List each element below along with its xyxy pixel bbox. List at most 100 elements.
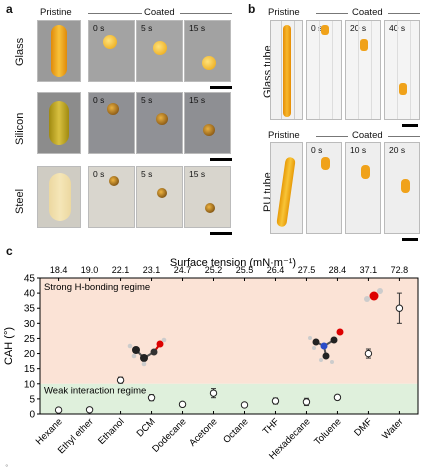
panel-b-line-left-top [316, 13, 348, 14]
panel-b-coated-header: Coated [352, 7, 383, 18]
category-label: Dodecane [150, 416, 188, 454]
data-point [240, 401, 249, 409]
y-tick-label: 5 [29, 394, 35, 405]
photo-steel-pristine [37, 166, 81, 228]
photo-glass-coated-t2: 15 s [184, 20, 231, 82]
silicon-time-1: 5 s [141, 95, 153, 105]
panel-b-pristine-header: Pristine [268, 7, 300, 18]
steel-droplet-t0 [109, 176, 119, 186]
data-point [364, 349, 373, 358]
photo-glass-coated-t0: 0 s [88, 20, 135, 82]
glass-tube-plug-t0 [321, 25, 329, 35]
watermark-text: ⚬ [4, 463, 10, 470]
photo-steel-coated-t1: 5 s [136, 166, 183, 228]
surface-tension-tick-label: 23.1 [143, 265, 161, 275]
water-molecule-icon [364, 288, 383, 302]
panel-c-letter: c [6, 244, 13, 258]
y-tick-label: 30 [24, 319, 36, 330]
weak-interaction-region [40, 383, 418, 414]
panel-b-coated-header-2: Coated [352, 130, 383, 141]
category-label: Ethanol [96, 416, 127, 447]
pu-tube-plug-t0 [321, 157, 330, 170]
glass-time-2: 15 s [189, 23, 206, 33]
surface-tension-tick-label: 25.5 [236, 265, 254, 275]
data-point [395, 304, 404, 312]
steel-droplet-t1 [157, 188, 167, 198]
pu-tube-pristine-liquid [276, 156, 296, 228]
silicon-time-2: 15 s [189, 95, 206, 105]
data-point [116, 376, 125, 384]
dmf-molecule-icon [308, 328, 344, 364]
data-point [271, 397, 280, 405]
data-point [302, 398, 311, 406]
scale-bar-glass [210, 86, 232, 89]
surface-tension-tick-label: 25.2 [205, 265, 223, 275]
pu-tube-plug-t2 [401, 179, 410, 193]
pu-tube-time-2: 20 s [389, 145, 406, 155]
photo-glass-tube-t2: 40 s [384, 20, 420, 120]
pu-tube-time-0: 0 s [311, 145, 323, 155]
photo-silicon-pristine [37, 92, 81, 154]
silicon-droplet-t0 [107, 103, 119, 115]
glass-tube-pristine-liquid [283, 25, 291, 117]
panel-b-line-left-bottom [316, 136, 348, 137]
y-tick-label: 10 [24, 379, 36, 390]
photo-pu-tube-t1: 10 s [345, 142, 381, 234]
silicon-pristine-droplet [49, 101, 69, 145]
data-point [147, 393, 156, 402]
y-tick-label: 35 [24, 304, 36, 315]
pu-tube-plug-t1 [361, 165, 370, 179]
scale-bar-pu-tube [402, 238, 418, 241]
data-point [178, 400, 187, 409]
scale-bar-silicon [210, 158, 232, 161]
row-label-glass: Glass [14, 37, 26, 66]
silicon-droplet-t2 [203, 124, 215, 136]
photo-pu-tube-t2: 20 s [384, 142, 420, 234]
photo-glass-coated-t1: 5 s [136, 20, 183, 82]
scale-bar-steel [210, 232, 232, 235]
glass-tube-t2-walls [397, 21, 411, 119]
pu-tube-time-1: 10 s [350, 145, 367, 155]
photo-silicon-coated-t1: 5 s [136, 92, 183, 154]
row-label-steel: Steel [14, 188, 26, 214]
glass-droplet-t0 [103, 35, 117, 49]
surface-tension-tick-label: 28.4 [329, 265, 347, 275]
photo-silicon-coated-t2: 15 s [184, 92, 231, 154]
category-label: Water [380, 416, 405, 441]
panel-a-pristine-header: Pristine [40, 7, 72, 18]
photo-pu-tube-t0: 0 s [306, 142, 342, 234]
surface-tension-tick-label: 22.1 [112, 265, 130, 275]
panel-a-letter: a [6, 2, 13, 16]
category-label: DCM [135, 416, 158, 439]
steel-time-2: 15 s [189, 169, 206, 179]
scale-bar-glass-tube [402, 124, 418, 127]
ethanol-molecule-icon [127, 337, 167, 367]
category-label: Acetone [187, 416, 219, 448]
photo-pu-tube-pristine [270, 142, 303, 234]
data-point [85, 406, 94, 414]
panel-a-coated-line-right [180, 13, 232, 14]
photo-glass-pristine [37, 20, 81, 82]
category-label: THF [261, 416, 282, 437]
panel-b-letter: b [248, 2, 256, 16]
plot-frame [39, 277, 419, 415]
surface-tension-axis-label: Surface tension (mN·m⁻¹) [170, 257, 296, 269]
photo-glass-tube-t0: 0 s [306, 20, 342, 120]
glass-droplet-t1 [153, 41, 167, 55]
panel-b-line-right-bottom [388, 136, 420, 137]
data-point [333, 393, 342, 402]
surface-tension-tick-label: 72.8 [391, 265, 409, 275]
y-axis-label: CAH (°) [3, 327, 15, 365]
category-label: Hexane [34, 416, 65, 447]
data-point [54, 406, 63, 414]
photo-steel-coated-t2: 15 s [184, 166, 231, 228]
row-label-silicon: Silicon [14, 112, 26, 145]
strong-hbonding-region [40, 278, 418, 384]
category-label: DMF [352, 416, 374, 438]
glass-tube-t0-walls [319, 21, 333, 119]
category-label: Octane [221, 416, 250, 445]
y-tick-label: 40 [24, 289, 36, 300]
panel-a-coated-line-left [88, 13, 142, 14]
surface-tension-tick-label: 37.1 [360, 265, 378, 275]
surface-tension-tick-label: 27.5 [298, 265, 316, 275]
